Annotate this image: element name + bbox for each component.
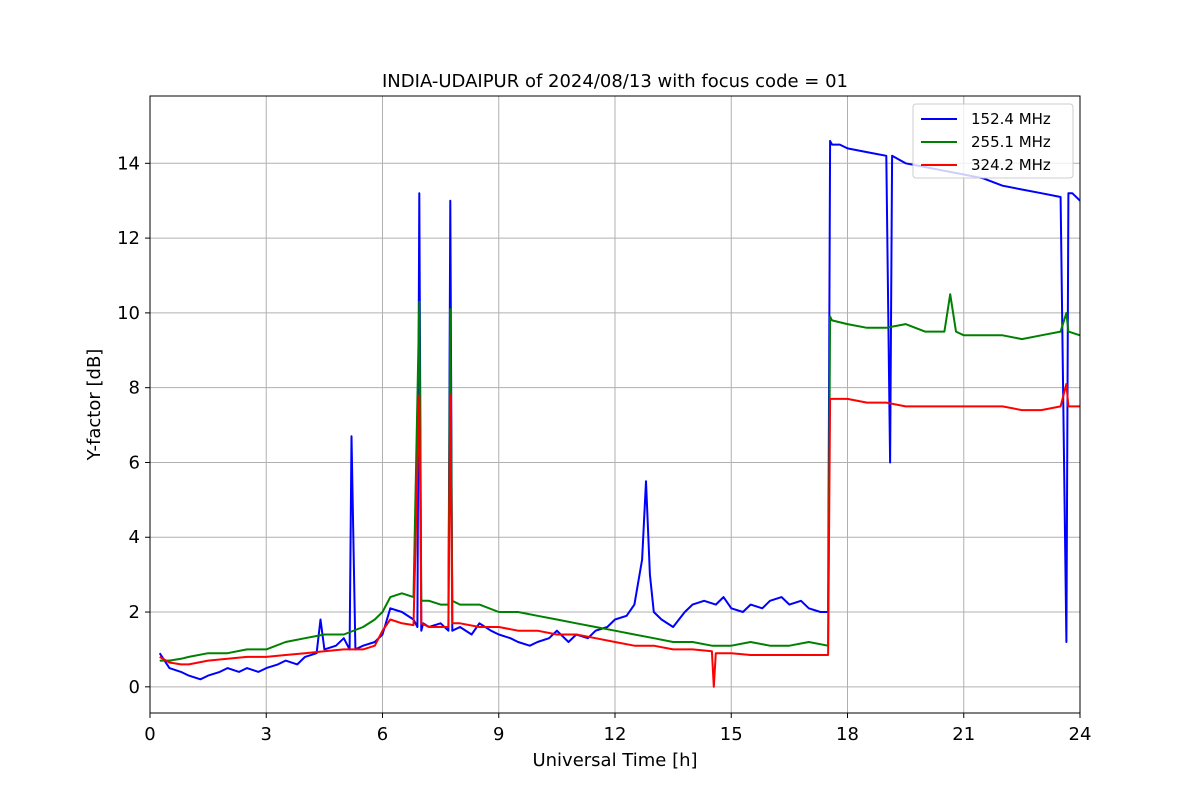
y-tick-label: 14: [117, 153, 140, 174]
x-axis-label: Universal Time [h]: [532, 750, 697, 771]
y-tick-label: 0: [129, 677, 140, 698]
y-tick-label: 6: [129, 452, 140, 473]
legend-box: [912, 103, 1074, 179]
series-line-1: [159, 293, 1081, 662]
x-tick-label: 24: [1069, 724, 1092, 745]
y-axis-label: Y-factor [dB]: [84, 349, 105, 462]
x-tick-label: 18: [836, 724, 859, 745]
x-tick-label: 3: [261, 724, 272, 745]
x-tick-label: 15: [720, 724, 743, 745]
x-tick-label: 6: [377, 724, 388, 745]
y-tick-label: 10: [117, 303, 140, 324]
x-tick-label: 12: [604, 724, 627, 745]
x-tick-label: 9: [493, 724, 504, 745]
y-tick-label: 2: [129, 602, 140, 623]
y-tick-label: 8: [129, 378, 140, 399]
series-layer: [158, 139, 1081, 688]
y-tick-label: 4: [129, 527, 140, 548]
series-line-0: [158, 139, 1081, 681]
chart-title: INDIA-UDAIPUR of 2024/08/13 with focus c…: [382, 71, 848, 92]
legend-label-0: 152.4 MHz: [971, 110, 1051, 128]
x-tick-label: 21: [952, 724, 975, 745]
x-tick-label: 0: [144, 724, 155, 745]
series-line-2: [159, 382, 1080, 688]
legend-label-2: 324.2 MHz: [971, 156, 1051, 174]
legend-label-1: 255.1 MHz: [971, 133, 1051, 151]
legend: 152.4 MHz 255.1 MHz 324.2 MHz: [912, 103, 1074, 179]
y-tick-label: 12: [117, 228, 140, 249]
